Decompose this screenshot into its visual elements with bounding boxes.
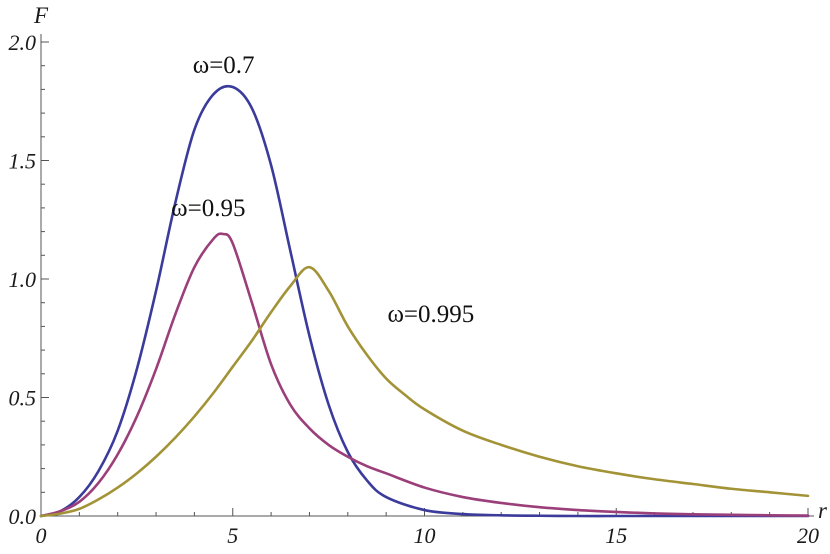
series-line-omega-0-95 [39, 232, 810, 518]
annotations: ω=0.7 ω=0.95 ω=0.995 [171, 52, 474, 328]
series-line-omega-0-7 [39, 84, 810, 518]
tick-labels: 0 5 10 15 20 0.0 0.5 1.0 1.5 2.0 [9, 30, 820, 548]
x-tick-label: 0 [36, 523, 47, 548]
ticks [40, 41, 809, 517]
y-tick-label: 0.0 [9, 504, 37, 529]
y-tick-label: 2.0 [9, 30, 37, 55]
axes [40, 34, 814, 517]
series-line-omega-0-995 [39, 265, 810, 518]
x-tick-label: 10 [414, 523, 436, 548]
x-axis-label: r [818, 498, 828, 523]
x-tick-label: 5 [227, 523, 238, 548]
y-tick-label: 1.0 [9, 267, 37, 292]
y-tick-label: 1.5 [9, 149, 37, 174]
y-axis-label: F [33, 3, 49, 28]
x-tick-label: 15 [605, 523, 627, 548]
y-tick-label: 0.5 [9, 386, 37, 411]
series-group [39, 84, 810, 518]
annotation-omega-0-95: ω=0.95 [171, 195, 245, 222]
annotation-omega-0-7: ω=0.7 [193, 52, 255, 79]
x-tick-label: 20 [797, 523, 819, 548]
annotation-omega-0-995: ω=0.995 [387, 301, 474, 328]
